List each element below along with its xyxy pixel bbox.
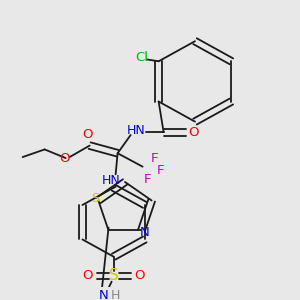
Text: F: F [151, 152, 158, 166]
Text: F: F [157, 164, 164, 177]
Text: Cl: Cl [135, 51, 148, 64]
Text: N: N [99, 289, 109, 300]
Text: S: S [91, 192, 100, 205]
Text: O: O [188, 126, 199, 139]
Text: O: O [59, 152, 70, 164]
Text: H: H [111, 289, 120, 300]
Text: O: O [82, 269, 93, 282]
Text: O: O [134, 269, 145, 282]
Text: S: S [109, 268, 118, 283]
Text: F: F [144, 172, 152, 186]
Text: HN: HN [126, 124, 145, 137]
Text: O: O [82, 128, 93, 141]
Text: HN: HN [101, 174, 120, 187]
Text: N: N [140, 226, 149, 239]
